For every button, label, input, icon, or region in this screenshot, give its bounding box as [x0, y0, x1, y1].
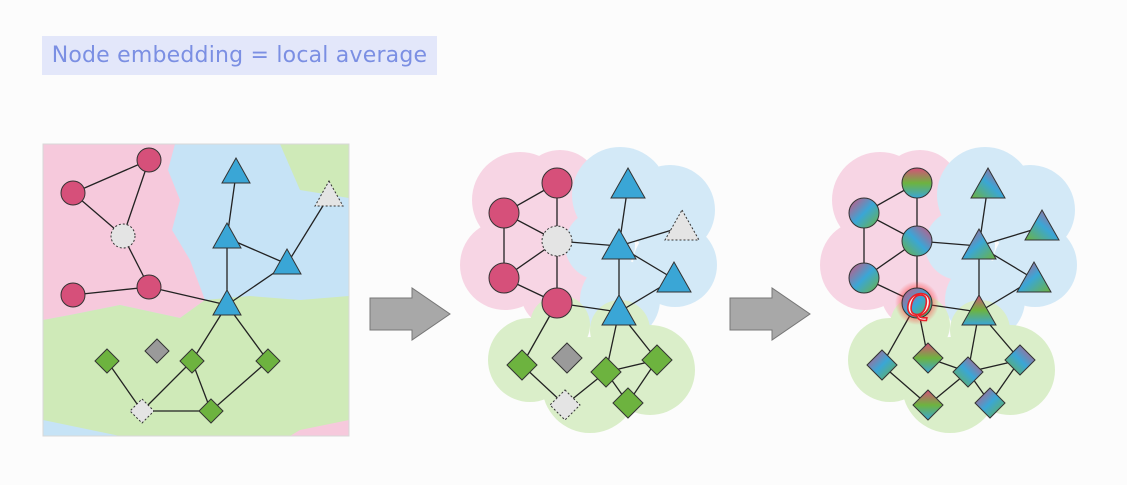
unlabeled-diamond-node	[129, 398, 155, 424]
panel-2-soft-regions	[460, 147, 717, 433]
mixed-diamond-node	[974, 387, 1006, 419]
green-region-corner	[280, 144, 349, 198]
mixed-node	[848, 262, 880, 294]
pink-region-corner	[290, 420, 349, 436]
mixed-diamond-node	[912, 389, 944, 421]
handwritten-annotation: Q	[906, 289, 931, 324]
mixed-triangle-node	[1024, 208, 1060, 241]
mixed-triangle-node	[1016, 260, 1052, 293]
mixed-node	[901, 167, 933, 199]
blue-triangle-node	[212, 221, 242, 249]
blue-triangle-node	[221, 156, 251, 184]
green-diamond-node	[590, 356, 622, 388]
pink-node	[60, 282, 86, 308]
panel-2-nodes	[488, 166, 700, 421]
unlabeled-node	[541, 225, 573, 257]
arrow-right-2	[729, 287, 811, 341]
blue-triangle-node	[272, 247, 302, 275]
pink-node	[136, 147, 162, 173]
mixed-diamond-node	[866, 349, 898, 381]
arrow-right-1	[369, 287, 451, 341]
green-diamond-node	[94, 348, 120, 374]
mixed-triangle-node	[961, 227, 997, 260]
panel-3-nodes	[848, 166, 1060, 421]
panel-1-partitioned-graph	[42, 143, 350, 437]
blue-triangle-node	[656, 260, 692, 293]
green-diamond-node	[179, 348, 205, 374]
gray-diamond-node	[144, 338, 170, 364]
slide-title: Node embedding = local average	[51, 43, 428, 68]
blue-triangle-node	[212, 288, 242, 316]
unlabeled-triangle-node	[664, 208, 700, 241]
green-diamond-node	[198, 398, 224, 424]
mixed-diamond-node	[912, 342, 944, 374]
unlabeled-node	[110, 223, 136, 249]
mixed-node	[848, 197, 880, 229]
unlabeled-triangle-node	[314, 179, 344, 207]
pink-node	[488, 262, 520, 294]
pink-node	[541, 167, 573, 199]
blue-triangle-node	[601, 293, 637, 326]
green-diamond-node	[255, 348, 281, 374]
pink-node	[60, 180, 86, 206]
mixed-node	[901, 287, 933, 319]
slide-title-box: Node embedding = local average	[42, 36, 437, 75]
green-diamond-node	[506, 349, 538, 381]
gray-diamond-node	[551, 342, 583, 374]
mixed-diamond-node	[1004, 344, 1036, 376]
pink-node	[136, 274, 162, 300]
pink-node	[541, 287, 573, 319]
panel-3-averaged-embeddings: Q	[820, 147, 1077, 433]
panel-1-nodes	[60, 147, 344, 424]
unlabeled-diamond-node	[549, 389, 581, 421]
pink-node	[488, 197, 520, 229]
mixed-triangle-node	[970, 166, 1006, 199]
mixed-node	[901, 225, 933, 257]
mixed-diamond-node	[952, 356, 984, 388]
green-diamond-node	[612, 387, 644, 419]
blue-triangle-node	[610, 166, 646, 199]
blue-triangle-node	[601, 227, 637, 260]
green-diamond-node	[641, 344, 673, 376]
mixed-triangle-node	[961, 293, 997, 326]
